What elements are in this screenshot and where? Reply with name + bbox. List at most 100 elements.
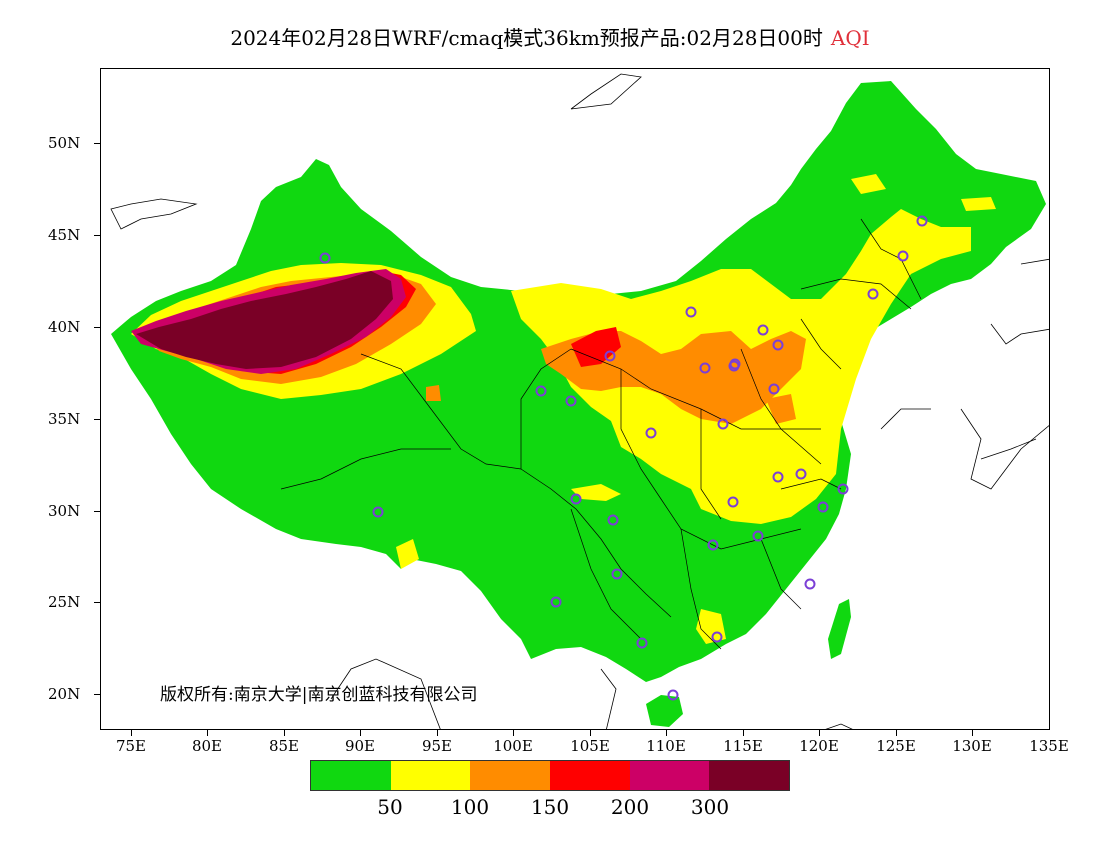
station-marker [372,506,384,518]
legend-label-100: 100 [450,795,490,819]
lat-label-25n: 25N [48,593,81,611]
station-marker [757,324,769,336]
station-marker [707,539,719,551]
moderate-zone-dot-5 [961,197,996,211]
lon-tick [131,730,132,736]
lon-tick [896,730,897,736]
map-frame [100,68,1050,730]
aqi-legend [310,760,790,791]
lon-label-90e: 90E [344,737,376,755]
lat-label-45n: 45N [48,226,81,244]
lon-label-85e: 85E [268,737,300,755]
legend-swatch-hazardous [709,761,790,790]
station-marker [837,483,849,495]
lon-tick [284,730,285,736]
lat-label-35n: 35N [48,410,81,428]
station-marker [817,501,829,513]
coastlines [110,73,1049,729]
legend-label-150: 150 [530,795,570,819]
usg-zone-dot [426,385,441,401]
station-marker [667,689,679,701]
lon-tick [360,730,361,736]
station-markers [319,215,928,701]
station-marker [804,578,816,590]
moderate-zone-dot-2 [571,484,621,501]
hainan-region [646,695,683,727]
station-marker [897,250,909,262]
lat-tick [94,511,100,512]
legend-swatch-very-unhealthy [629,761,710,790]
lon-tick [590,730,591,736]
title-text: 2024年02月28日WRF/cmaq模式36km预报产品:02月28日00时 [230,26,823,50]
lat-tick [94,143,100,144]
legend-label-200: 200 [610,795,650,819]
lon-tick [972,730,973,736]
hazardous-zone [136,271,393,369]
station-marker [645,427,657,439]
station-marker [772,339,784,351]
lon-tick [207,730,208,736]
station-marker [768,383,780,395]
station-marker [699,362,711,374]
copyright-text: 版权所有:南京大学|南京创蓝科技有限公司 [160,685,478,705]
lon-label-105e: 105E [570,737,610,755]
lon-label-95e: 95E [421,737,453,755]
lat-label-40n: 40N [48,318,81,336]
lon-label-110e: 110E [646,737,686,755]
station-marker [685,306,697,318]
title-variable: AQI [830,26,870,50]
lon-tick [819,730,820,736]
legend-swatch-moderate [390,761,471,790]
taiwan-region [828,599,851,659]
lat-label-50n: 50N [48,134,81,152]
province-borders [280,218,922,650]
station-marker [795,468,807,480]
lon-label-75e: 75E [115,737,147,755]
station-marker [916,215,928,227]
station-marker [727,496,739,508]
lat-label-20n: 20N [48,685,81,703]
legend-swatch-good [311,761,391,790]
lat-tick [94,419,100,420]
station-marker [535,385,547,397]
moderate-zone-dot-1 [396,539,419,569]
station-marker [570,493,582,505]
legend-label-300: 300 [690,795,730,819]
station-marker [717,418,729,430]
lon-label-130e: 130E [952,737,992,755]
lat-tick [94,235,100,236]
lon-label-100e: 100E [493,737,533,755]
lon-tick [437,730,438,736]
station-marker [565,395,577,407]
lon-label-120e: 120E [799,737,839,755]
lon-label-125e: 125E [876,737,916,755]
legend-swatch-unhealthy [550,761,630,790]
station-marker [611,568,623,580]
moderate-zone-dot-3 [696,609,726,644]
lat-label-30n: 30N [48,502,81,520]
lat-tick [94,327,100,328]
lon-tick [743,730,744,736]
station-marker [772,471,784,483]
station-marker [636,637,648,649]
station-marker [607,514,619,526]
lon-label-135e: 135E [1029,737,1069,755]
lon-label-80e: 80E [191,737,223,755]
usg-zone-east [766,394,796,424]
lon-tick [513,730,514,736]
lon-tick [666,730,667,736]
station-marker [550,596,562,608]
unhealthy-zone-central [571,327,621,367]
station-marker [728,360,740,372]
lat-tick [94,602,100,603]
station-marker [319,252,331,264]
map-title: 2024年02月28日WRF/cmaq模式36km预报产品:02月28日00时 A… [0,22,1100,51]
moderate-zone-dot-4 [851,174,886,194]
legend-swatch-usg [470,761,551,790]
station-marker [711,631,723,643]
lon-label-115e: 115E [723,737,763,755]
station-marker [604,350,616,362]
station-marker [752,530,764,542]
aqi-map [110,73,1049,729]
station-marker [867,288,879,300]
